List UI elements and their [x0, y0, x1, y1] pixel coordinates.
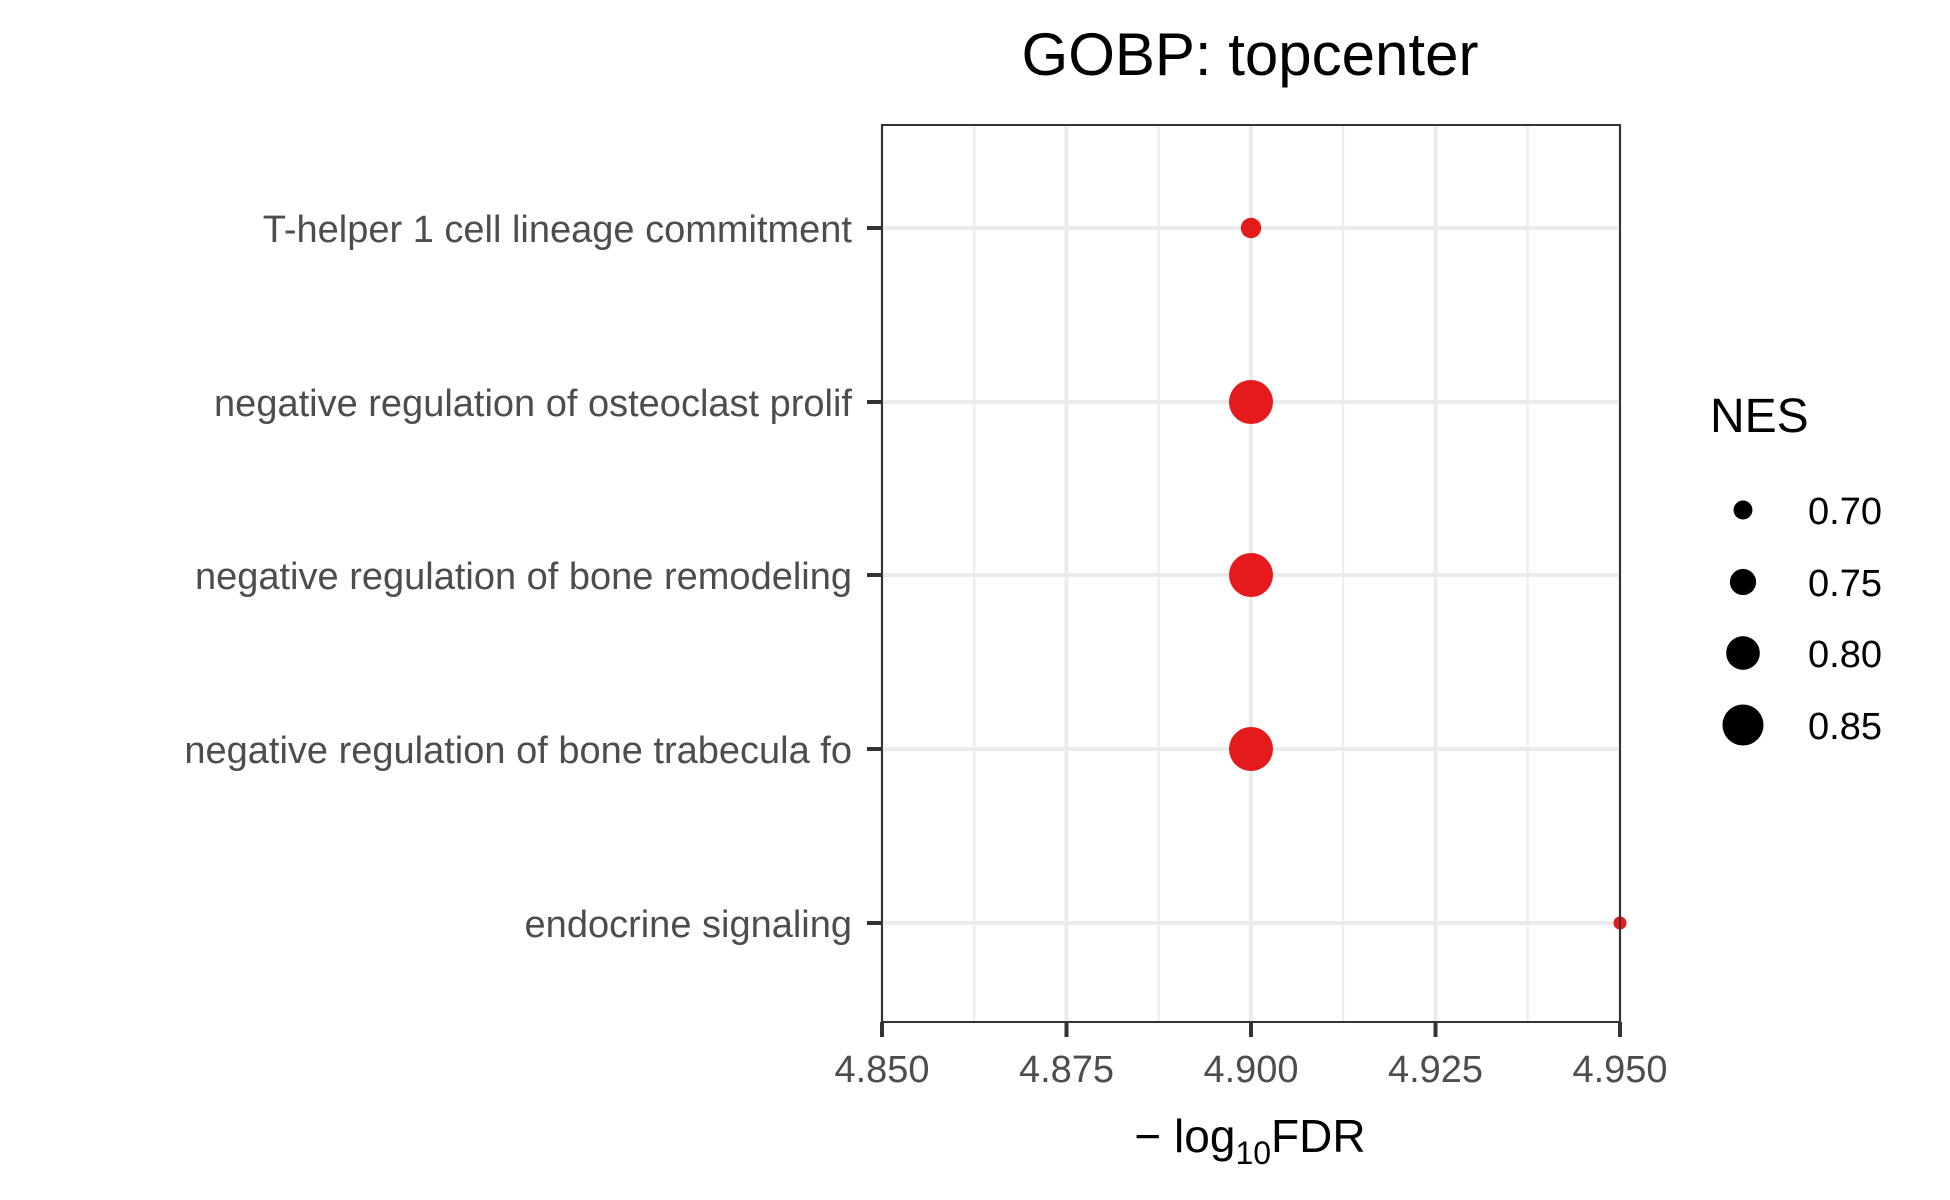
y-axis-tick-label: endocrine signaling	[525, 904, 852, 946]
legend: NES 0.70 0.75 0.80 0.85	[1710, 390, 1882, 748]
x-axis-tick-label: 4.925	[1388, 1049, 1483, 1091]
x-axis-tick-label: 4.850	[834, 1049, 929, 1091]
y-axis-tick-label: negative regulation of bone remodeling	[195, 556, 852, 598]
x-axis-title-prefix: − log	[1134, 1110, 1235, 1162]
legend-title: NES	[1710, 390, 1809, 443]
data-point	[1229, 727, 1273, 771]
x-axis-title: − log10FDR	[1134, 1110, 1365, 1171]
legend-label: 0.75	[1808, 563, 1882, 605]
x-axis-title-subscript: 10	[1235, 1135, 1271, 1171]
legend-key	[1733, 500, 1753, 520]
legend-label: 0.70	[1808, 491, 1882, 533]
legend-label: 0.80	[1808, 634, 1882, 676]
x-axis-title-suffix: FDR	[1271, 1110, 1366, 1162]
legend-key	[1726, 636, 1760, 670]
data-point	[1240, 217, 1262, 239]
legend-key	[1729, 568, 1757, 596]
axes: T-helper 1 cell lineage commitment negati…	[184, 209, 1667, 1091]
data-point	[1229, 553, 1273, 597]
data-points	[1229, 217, 1627, 930]
data-point	[1229, 380, 1273, 424]
y-axis-tick-label: negative regulation of osteoclast prolif	[214, 383, 852, 425]
x-axis-tick-label: 4.875	[1019, 1049, 1114, 1091]
y-axis-tick-label: T-helper 1 cell lineage commitment	[263, 209, 853, 251]
legend-key	[1722, 704, 1764, 746]
chart-title: GOBP: topcenter	[1022, 21, 1479, 88]
legend-label: 0.85	[1808, 706, 1882, 748]
x-axis-tick-label: 4.900	[1203, 1049, 1298, 1091]
x-axis-tick-label: 4.950	[1572, 1049, 1667, 1091]
y-axis-tick-label: negative regulation of bone trabecula fo	[184, 730, 852, 772]
